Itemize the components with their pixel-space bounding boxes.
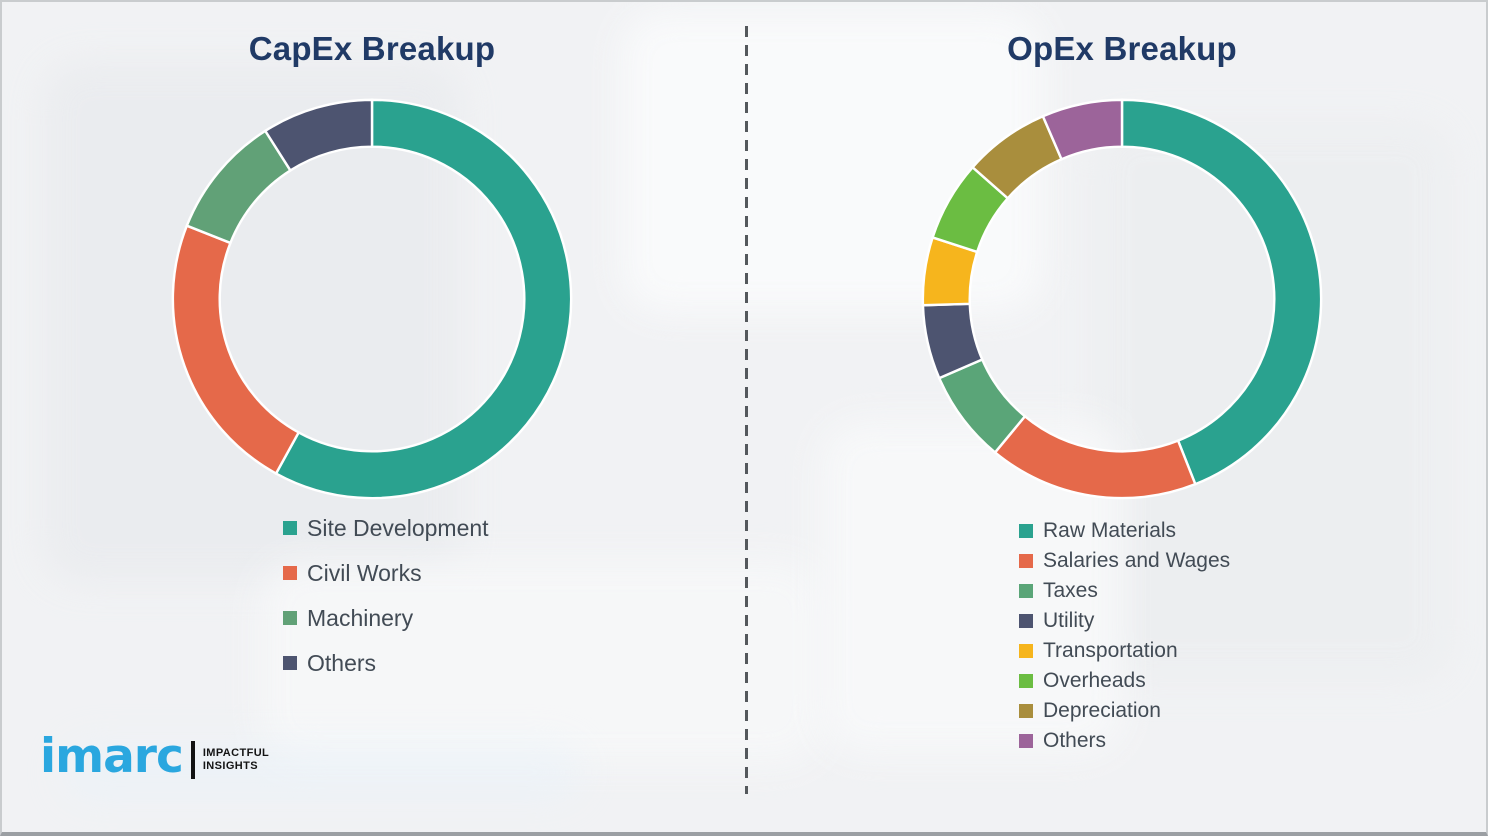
opex-legend: Raw Materials Salaries and Wages Taxes Util…	[1019, 519, 1230, 752]
legend-item-transportation: Transportation	[1019, 639, 1230, 662]
legend-label: Taxes	[1043, 579, 1098, 602]
legend-label: Machinery	[307, 605, 414, 631]
legend-item-others: Others	[283, 651, 489, 675]
opex-title: OpEx Breakup	[1007, 30, 1237, 67]
imarc-tagline-line1: IMPACTFUL	[202, 746, 270, 759]
imarc-logo-divider-bar	[190, 740, 195, 779]
legend-label: Others	[1043, 729, 1107, 752]
legend-item-site-development: Site Development	[283, 516, 489, 540]
legend-swatch-icon	[1019, 643, 1033, 658]
legend-label: Transportation	[1043, 639, 1178, 662]
legend-swatch-icon	[1019, 583, 1033, 598]
legend-swatch-icon	[1019, 703, 1033, 718]
legend-swatch-icon	[1019, 523, 1033, 538]
legend-label: Salaries and Wages	[1043, 549, 1231, 572]
legend-label: Site Development	[307, 515, 489, 541]
legend-label: Depreciation	[1043, 699, 1161, 722]
legend-item-taxes: Taxes	[1019, 579, 1230, 602]
capex-donut-chart	[171, 98, 573, 500]
legend-item-raw-materials: Raw Materials	[1019, 519, 1230, 542]
legend-item-others: Others	[1019, 729, 1230, 752]
imarc-logo-tagline: IMPACTFUL INSIGHTS	[203, 747, 269, 773]
legend-item-salaries-and-wages: Salaries and Wages	[1019, 549, 1230, 572]
legend-swatch-icon	[283, 521, 297, 535]
donut-segment-salaries-and-wages	[993, 414, 1197, 500]
opex-donut-chart	[921, 98, 1323, 500]
legend-label: Utility	[1043, 609, 1095, 632]
legend-label: Overheads	[1043, 669, 1146, 692]
legend-label: Others	[307, 650, 377, 676]
legend-swatch-icon	[1019, 673, 1033, 688]
donut-segment-raw-materials	[1120, 98, 1323, 486]
legend-item-overheads: Overheads	[1019, 669, 1230, 692]
legend-swatch-icon	[1019, 613, 1033, 628]
legend-swatch-icon	[283, 566, 297, 580]
legend-item-machinery: Machinery	[283, 606, 489, 630]
legend-swatch-icon	[1019, 733, 1033, 748]
imarc-tagline-line2: INSIGHTS	[202, 759, 258, 772]
legend-item-depreciation: Depreciation	[1019, 699, 1230, 722]
legend-swatch-icon	[1019, 553, 1033, 568]
capex-legend: Site Development Civil Works Machinery Othe…	[283, 516, 489, 675]
imarc-logo: imarc IMPACTFUL INSIGHTS	[40, 733, 269, 780]
donut-segment-civil-works	[171, 224, 301, 476]
legend-swatch-icon	[283, 656, 297, 670]
legend-swatch-icon	[283, 611, 297, 625]
legend-item-utility: Utility	[1019, 609, 1230, 632]
capex-title: CapEx Breakup	[248, 30, 496, 67]
donut-segment-others	[263, 98, 374, 173]
legend-label: Raw Materials	[1043, 519, 1177, 542]
donut-segment-others	[1041, 98, 1124, 161]
legend-label: Civil Works	[307, 560, 422, 586]
donut-segment-site-development	[274, 98, 573, 500]
panel-divider-dashed-line	[745, 26, 748, 794]
legend-item-civil-works: Civil Works	[283, 561, 489, 585]
imarc-logo-wordmark: imarc	[40, 729, 184, 784]
